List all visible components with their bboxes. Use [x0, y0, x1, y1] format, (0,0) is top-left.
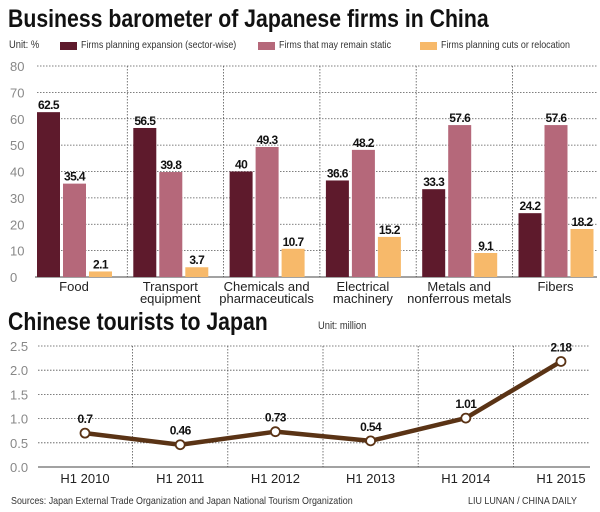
y-tick-label: 0 [10, 270, 17, 285]
y-tick-label: 2.0 [10, 363, 28, 378]
legend-label: Firms planning cuts or relocation [441, 39, 570, 51]
y-tick-label: 50 [10, 138, 24, 153]
y-tick-label: 1.5 [10, 387, 28, 402]
category-label: Metals and [427, 279, 491, 294]
bar [63, 183, 86, 277]
bar-value-label: 36.6 [327, 166, 349, 180]
bar-value-label: 57.6 [546, 111, 568, 125]
legend-swatch [420, 41, 437, 50]
bar-value-label: 18.2 [572, 215, 594, 229]
point-value-label: 0.46 [170, 424, 192, 438]
category-label: Transport [143, 279, 199, 294]
bar [159, 172, 183, 277]
bar-value-label: 39.8 [160, 158, 182, 172]
x-tick-label: H1 2012 [251, 471, 300, 486]
point-value-label: 2.18 [551, 340, 573, 354]
data-point [555, 356, 567, 367]
x-tick-label: H1 2014 [441, 471, 490, 486]
legend-label: Firms planning expansion (sector-wise) [81, 39, 237, 51]
y-tick-label: 2.5 [10, 339, 28, 354]
x-tick-label: H1 2011 [156, 471, 204, 486]
point-value-label: 0.7 [78, 412, 94, 426]
data-point [79, 427, 91, 439]
bar-chart-title: Business barometer of Japanese firms in … [8, 5, 489, 33]
y-tick-label: 40 [10, 165, 24, 180]
bar-value-label: 9.1 [478, 239, 494, 253]
y-tick-label: 80 [10, 59, 24, 74]
bar-value-label: 33.3 [423, 175, 445, 189]
bar [570, 228, 594, 277]
y-tick-label: 1.0 [10, 412, 28, 427]
bar-chart-unit: Unit: % [9, 39, 40, 51]
bar-value-label: 24.2 [520, 199, 542, 213]
bar-value-label: 15.2 [379, 223, 401, 237]
category-label: Chemicals and [224, 279, 310, 294]
bar [422, 189, 446, 277]
bar [377, 236, 401, 277]
bar [325, 180, 349, 277]
bar [133, 127, 157, 277]
y-tick-label: 20 [10, 217, 24, 232]
legend-swatch [258, 41, 275, 50]
category-label: nonferrous metals [407, 291, 512, 306]
point-value-label: 0.54 [360, 420, 382, 434]
bar-value-label: 2.1 [93, 257, 109, 271]
bar [518, 213, 542, 277]
bar [351, 149, 375, 277]
bar-value-label: 62.5 [38, 98, 60, 112]
line-chart-title: Chinese tourists to Japan [8, 308, 268, 336]
y-tick-label: 10 [10, 244, 24, 259]
category-label: pharmaceuticals [219, 291, 314, 306]
bar [37, 112, 60, 277]
y-tick-label: 70 [10, 85, 24, 100]
bar [255, 146, 279, 277]
x-tick-label: H1 2015 [536, 471, 585, 486]
bar [448, 125, 472, 277]
x-tick-label: H1 2010 [60, 471, 109, 486]
legend-label: Firms that may remain static [279, 39, 392, 51]
bar [89, 271, 112, 277]
line-series [84, 359, 563, 447]
bar-value-label: 57.6 [449, 111, 471, 125]
y-tick-label: 60 [10, 112, 24, 127]
bar [229, 171, 253, 277]
bar [474, 252, 498, 277]
legend-expansion: Firms planning expansion (sector-wise) [60, 39, 264, 52]
category-label: machinery [333, 291, 393, 306]
bar [544, 125, 568, 277]
bar [185, 267, 209, 277]
data-point [460, 412, 472, 424]
bar-value-label: 3.7 [189, 253, 205, 267]
x-tick-label: H1 2013 [346, 471, 395, 486]
bar-value-label: 40 [235, 158, 248, 172]
y-tick-label: 30 [10, 191, 24, 206]
sources: Sources: Japan External Trade Organizati… [11, 495, 353, 507]
line-chart-unit: Unit: million [318, 320, 367, 332]
data-point [174, 439, 186, 451]
legend-swatch [60, 41, 77, 50]
legend-static: Firms that may remain static [258, 39, 411, 52]
data-point [269, 426, 281, 438]
credit: LIU LUNAN / CHINA DAILY [468, 495, 577, 507]
category-label: Fibers [537, 279, 574, 294]
point-value-label: 0.73 [265, 411, 287, 425]
bar-value-label: 56.5 [134, 114, 156, 128]
bar-value-label: 35.4 [64, 170, 86, 184]
data-point [365, 435, 377, 447]
bar-value-label: 10.7 [283, 235, 305, 249]
point-value-label: 1.01 [455, 397, 477, 411]
category-label: Electrical [337, 279, 390, 294]
y-tick-label: 0.5 [10, 436, 28, 451]
category-label: Food [59, 279, 89, 294]
bar-value-label: 48.2 [353, 136, 375, 150]
category-label: equipment [140, 291, 201, 306]
legend-cuts: Firms planning cuts or relocation [420, 39, 593, 52]
y-tick-label: 0.0 [10, 460, 28, 475]
bar-value-label: 49.3 [257, 133, 279, 147]
bar [281, 248, 305, 277]
